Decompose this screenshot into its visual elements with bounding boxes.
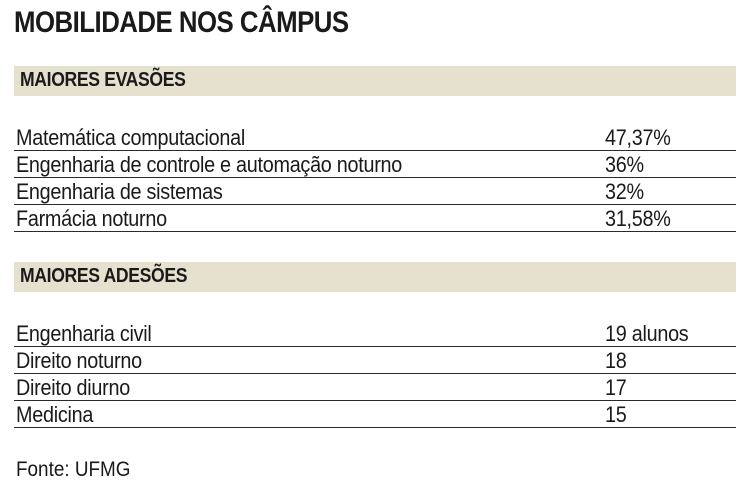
course-name: Direito noturno [16, 348, 142, 373]
course-value: 32% [605, 179, 644, 204]
table-row: Farmácia noturno 31,58% [14, 205, 736, 232]
course-name: Engenharia civil [16, 321, 152, 346]
course-value: 47,37% [605, 125, 671, 150]
table-row: Direito noturno 18 [14, 347, 736, 374]
course-value: 17 [605, 375, 627, 400]
source-note: Fonte: UFMG [16, 458, 131, 481]
course-value: 31,58% [605, 206, 671, 231]
section-header-evasoes: MAIORES EVASÕES [14, 66, 736, 96]
course-value: 19 alunos [605, 321, 689, 346]
page-title: MOBILIDADE NOS CÂMPUS [14, 6, 349, 39]
table-row: Engenharia de controle e automação notur… [14, 151, 736, 178]
course-name: Farmácia noturno [16, 206, 167, 231]
section-header-adesoes: MAIORES ADESÕES [14, 262, 736, 292]
course-name: Matemática computacional [16, 125, 246, 150]
table-row: Engenharia civil 19 alunos [14, 320, 736, 347]
table-row: Medicina 15 [14, 401, 736, 428]
evasoes-table: Matemática computacional 47,37% Engenhar… [14, 124, 736, 232]
table-row: Engenharia de sistemas 32% [14, 178, 736, 205]
course-name: Direito diurno [16, 375, 130, 400]
course-value: 15 [605, 402, 627, 427]
table-row: Matemática computacional 47,37% [14, 124, 736, 151]
course-value: 36% [605, 152, 644, 177]
course-name: Engenharia de controle e automação notur… [16, 152, 403, 177]
table-row: Direito diurno 17 [14, 374, 736, 401]
section-label: MAIORES ADESÕES [20, 265, 188, 287]
adesoes-table: Engenharia civil 19 alunos Direito notur… [14, 320, 736, 428]
course-value: 18 [605, 348, 627, 373]
section-label: MAIORES EVASÕES [20, 69, 186, 91]
course-name: Medicina [16, 402, 94, 427]
course-name: Engenharia de sistemas [16, 179, 223, 204]
